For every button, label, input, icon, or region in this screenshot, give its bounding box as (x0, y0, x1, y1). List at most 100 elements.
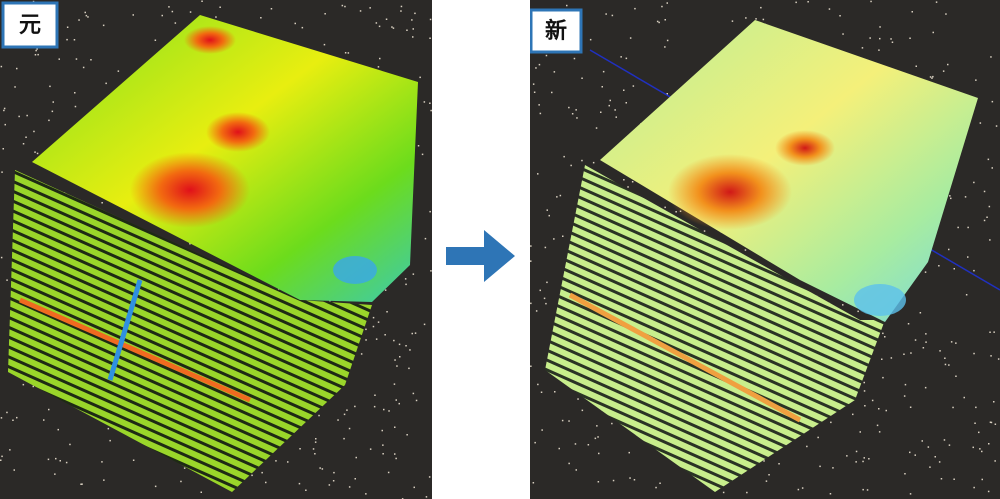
point (983, 190, 986, 193)
point (629, 37, 632, 39)
point (581, 77, 583, 79)
point (535, 310, 538, 312)
point (287, 461, 289, 463)
point (882, 376, 884, 379)
point (869, 37, 871, 39)
point (943, 439, 946, 441)
point (32, 385, 34, 388)
point (972, 446, 974, 449)
point (658, 21, 660, 24)
point (554, 391, 556, 393)
point (863, 457, 865, 459)
point (768, 474, 770, 476)
point (953, 478, 955, 480)
point (374, 394, 376, 396)
point (862, 460, 864, 463)
hotspot (775, 130, 835, 166)
point (620, 56, 622, 58)
point (615, 116, 617, 118)
point (365, 328, 367, 331)
point (530, 260, 532, 262)
point (52, 101, 54, 103)
upper-surface (600, 20, 978, 322)
point (414, 332, 417, 334)
point (333, 471, 335, 474)
right-render: 新 (530, 0, 1000, 499)
point (37, 53, 39, 56)
point (430, 270, 432, 272)
point (359, 10, 362, 12)
point (629, 477, 631, 479)
point (372, 325, 375, 328)
point (332, 480, 335, 482)
point (612, 479, 615, 482)
point (4, 123, 6, 126)
point (180, 480, 182, 483)
point (659, 482, 661, 484)
point (817, 436, 819, 439)
point (884, 336, 886, 338)
point (305, 489, 307, 491)
point (101, 202, 103, 204)
cold-spot (333, 256, 377, 284)
point (132, 14, 134, 16)
point (993, 401, 995, 403)
point (201, 0, 203, 2)
point (989, 239, 991, 241)
point (997, 358, 1000, 360)
point (16, 416, 18, 419)
point (909, 406, 912, 408)
point (341, 4, 344, 7)
point (762, 18, 765, 21)
point (864, 405, 866, 407)
point (666, 2, 668, 4)
label-box (1, 1, 59, 49)
point (991, 100, 994, 103)
point (393, 383, 396, 385)
point (955, 375, 957, 377)
point (634, 7, 636, 10)
point (929, 76, 932, 78)
point (16, 67, 18, 70)
point (625, 102, 627, 104)
point (532, 482, 535, 484)
point (605, 13, 607, 15)
lower-surface (545, 165, 885, 492)
point (219, 6, 221, 8)
point (423, 323, 426, 326)
point (538, 104, 540, 106)
point (417, 145, 420, 147)
point (81, 483, 83, 485)
point (369, 448, 372, 450)
point (921, 440, 923, 442)
point (731, 20, 734, 22)
point (387, 471, 390, 474)
point (78, 19, 80, 21)
point (597, 481, 600, 483)
hotspot (184, 26, 236, 54)
point (75, 58, 78, 60)
point (66, 38, 68, 41)
point (909, 37, 911, 39)
point (932, 75, 934, 78)
point (755, 18, 757, 20)
point (866, 489, 869, 491)
point (909, 493, 912, 495)
point (394, 359, 396, 361)
point (171, 10, 174, 13)
point (566, 4, 568, 7)
point (944, 363, 947, 366)
point (404, 278, 407, 280)
point (200, 491, 202, 493)
point (915, 65, 917, 67)
point (878, 431, 881, 433)
point (979, 448, 981, 450)
point (938, 461, 941, 463)
point (375, 22, 378, 24)
point (539, 112, 542, 115)
point (43, 419, 45, 421)
point (995, 125, 998, 127)
point (601, 86, 603, 88)
point (950, 197, 952, 200)
point (929, 466, 931, 468)
